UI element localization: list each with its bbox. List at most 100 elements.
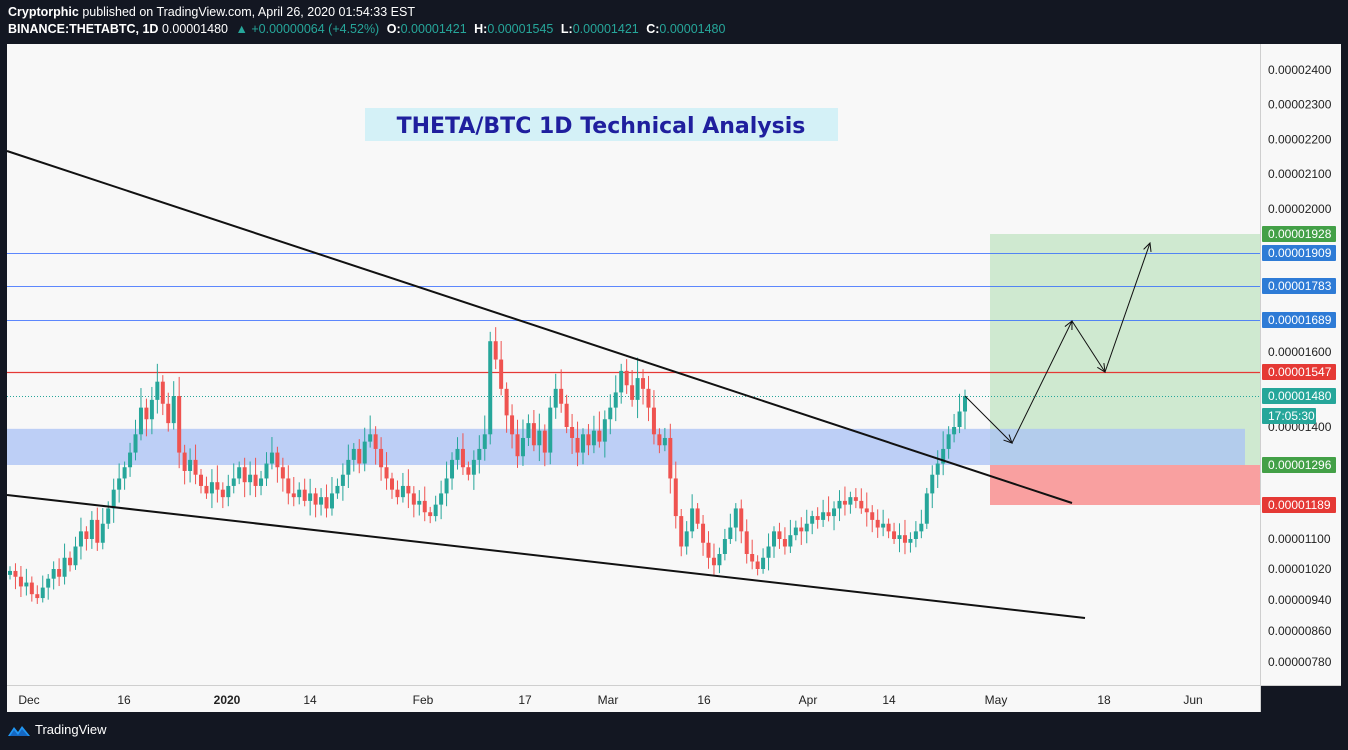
candle[interactable] <box>892 522 897 544</box>
candle[interactable] <box>280 457 285 492</box>
candle[interactable] <box>346 444 351 489</box>
candle[interactable] <box>242 457 247 498</box>
candle[interactable] <box>706 531 711 569</box>
candle[interactable] <box>357 439 362 474</box>
candle[interactable] <box>100 508 105 550</box>
candle[interactable] <box>226 474 231 507</box>
candle[interactable] <box>122 461 127 490</box>
candle[interactable] <box>24 568 29 596</box>
candle[interactable] <box>302 478 307 507</box>
candle[interactable] <box>248 461 253 496</box>
candle[interactable] <box>188 448 193 483</box>
candle[interactable] <box>957 393 962 434</box>
candle[interactable] <box>515 419 520 468</box>
candle[interactable] <box>428 506 433 524</box>
candle[interactable] <box>35 585 40 604</box>
candle[interactable] <box>531 410 536 452</box>
candle[interactable] <box>177 376 182 469</box>
candle[interactable] <box>155 363 160 414</box>
candle[interactable] <box>875 509 880 538</box>
candle[interactable] <box>673 461 678 529</box>
candle[interactable] <box>842 486 847 516</box>
candle[interactable] <box>695 503 700 529</box>
candle[interactable] <box>324 484 329 518</box>
candle[interactable] <box>548 396 553 465</box>
candle[interactable] <box>471 450 476 490</box>
candle[interactable] <box>199 469 203 494</box>
candle[interactable] <box>171 381 176 430</box>
candle[interactable] <box>744 519 749 564</box>
candle[interactable] <box>804 509 809 544</box>
candle[interactable] <box>40 575 45 603</box>
candle[interactable] <box>368 415 373 448</box>
candle[interactable] <box>253 457 258 498</box>
candle[interactable] <box>291 476 296 507</box>
candle[interactable] <box>400 472 405 503</box>
candle[interactable] <box>881 509 886 537</box>
candle[interactable] <box>422 486 427 522</box>
candle[interactable] <box>690 494 695 539</box>
candle[interactable] <box>362 427 367 472</box>
candle[interactable] <box>144 398 149 437</box>
candle[interactable] <box>701 515 706 556</box>
candle[interactable] <box>821 499 826 527</box>
candle[interactable] <box>264 452 269 486</box>
candle[interactable] <box>832 501 837 531</box>
candle[interactable] <box>733 503 738 542</box>
candle[interactable] <box>799 517 804 545</box>
candle[interactable] <box>477 435 482 474</box>
candle[interactable] <box>450 452 455 490</box>
candle[interactable] <box>46 574 51 600</box>
candle[interactable] <box>237 461 242 485</box>
candle[interactable] <box>57 558 62 587</box>
candle[interactable] <box>204 476 209 499</box>
candle[interactable] <box>439 480 444 520</box>
candle[interactable] <box>395 480 400 505</box>
candle[interactable] <box>390 472 394 499</box>
candle[interactable] <box>575 421 580 467</box>
candle[interactable] <box>570 413 575 454</box>
candle[interactable] <box>493 327 498 370</box>
candle[interactable] <box>460 433 465 475</box>
candle[interactable] <box>559 369 564 413</box>
candle[interactable] <box>635 357 640 419</box>
candle[interactable] <box>766 533 771 571</box>
candle[interactable] <box>886 518 891 539</box>
candle[interactable] <box>684 521 689 555</box>
candle[interactable] <box>417 490 422 516</box>
candle[interactable] <box>406 469 411 509</box>
candle[interactable] <box>220 482 225 509</box>
candle[interactable] <box>499 341 504 396</box>
price-chart[interactable]: THETA/BTC 1D Technical Analysis 0.000024… <box>0 0 1348 722</box>
candle[interactable] <box>581 428 585 465</box>
candle[interactable] <box>259 470 264 496</box>
candle[interactable] <box>335 478 340 499</box>
candle[interactable] <box>564 394 569 434</box>
candle[interactable] <box>297 482 302 505</box>
candle[interactable] <box>537 413 542 462</box>
candle[interactable] <box>750 539 755 570</box>
candle[interactable] <box>542 424 547 467</box>
candle[interactable] <box>313 487 318 518</box>
candle[interactable] <box>624 359 629 394</box>
candle[interactable] <box>133 419 138 461</box>
candle[interactable] <box>739 499 744 544</box>
candle[interactable] <box>89 511 94 549</box>
candle[interactable] <box>728 513 733 544</box>
candle[interactable] <box>662 427 667 452</box>
candle[interactable] <box>613 375 618 422</box>
candle[interactable] <box>373 426 378 465</box>
candle[interactable] <box>870 505 875 533</box>
candle[interactable] <box>755 555 760 576</box>
tradingview-footer[interactable]: TradingView <box>8 722 107 737</box>
candle[interactable] <box>482 415 487 461</box>
candle[interactable] <box>182 444 187 485</box>
candle[interactable] <box>897 523 902 553</box>
candle[interactable] <box>128 442 133 477</box>
candle[interactable] <box>8 566 12 580</box>
candle[interactable] <box>520 419 525 466</box>
candle[interactable] <box>826 496 831 522</box>
candle[interactable] <box>782 527 787 555</box>
candle[interactable] <box>848 491 853 514</box>
candle[interactable] <box>329 476 334 516</box>
